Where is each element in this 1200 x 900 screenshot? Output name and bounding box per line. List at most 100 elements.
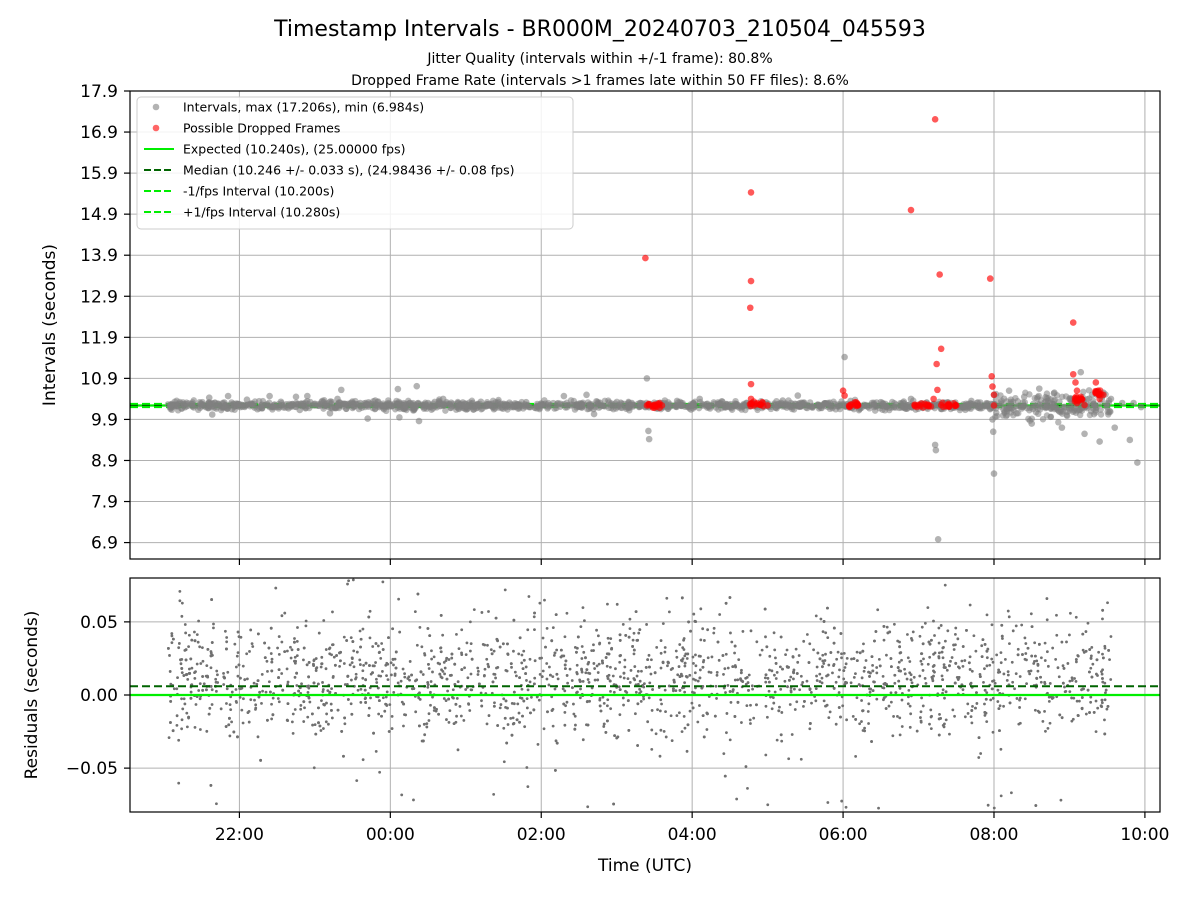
residual-point: [832, 641, 836, 645]
residual-point: [894, 691, 898, 695]
residual-point: [676, 673, 680, 677]
residual-point: [1060, 716, 1064, 720]
residual-point: [837, 706, 841, 709]
residual-point: [346, 698, 350, 701]
residual-point: [803, 700, 806, 703]
residual-point: [466, 676, 470, 680]
residual-point: [885, 653, 888, 657]
residual-point: [805, 633, 809, 636]
residual-point: [1106, 704, 1110, 708]
residual-point: [749, 703, 752, 707]
residual-point: [1023, 697, 1027, 701]
residual-point: [255, 682, 259, 686]
residual-point: [421, 673, 425, 676]
residual-point: [516, 702, 520, 706]
residual-point: [775, 738, 779, 742]
residual-point: [932, 619, 935, 623]
interval-point: [432, 402, 439, 410]
residual-point: [710, 655, 714, 659]
interval-point: [839, 400, 847, 408]
residual-point: [380, 642, 384, 645]
residual-point: [712, 626, 716, 630]
residual-point: [367, 706, 371, 710]
residual-point: [628, 681, 632, 684]
residual-point: [492, 704, 496, 708]
residual-point: [975, 702, 979, 705]
residual-point: [1030, 654, 1034, 658]
residual-point: [590, 649, 594, 653]
residual-point: [949, 659, 952, 663]
residual-point: [271, 713, 275, 717]
residual-point: [617, 685, 621, 689]
residual-point: [270, 702, 273, 706]
residual-point: [1101, 608, 1105, 612]
residual-point: [403, 713, 406, 717]
residual-point: [616, 735, 620, 739]
residual-point: [450, 656, 454, 660]
residual-point: [545, 662, 549, 665]
residual-point: [427, 719, 431, 722]
residual-point: [186, 677, 190, 681]
bottom-panel-y-ticks: −0.050.000.05: [66, 613, 130, 779]
residual-point: [564, 704, 567, 708]
residual-point: [1106, 601, 1109, 605]
residual-point: [807, 661, 811, 664]
residual-point: [1100, 701, 1104, 705]
interval-point: [1047, 413, 1055, 421]
residual-point: [991, 679, 994, 683]
residual-point: [184, 658, 188, 662]
residual-point: [587, 680, 591, 684]
residual-point: [442, 661, 446, 664]
residual-point: [978, 673, 982, 676]
residual-point: [967, 661, 971, 665]
interval-point: [198, 400, 205, 408]
residual-point: [953, 714, 956, 718]
residual-point: [254, 703, 258, 707]
residual-point: [808, 687, 812, 691]
residual-point: [875, 671, 879, 675]
residual-point: [269, 690, 272, 694]
residual-point: [225, 647, 228, 651]
residual-point: [485, 657, 489, 661]
residual-point: [1089, 666, 1093, 670]
residual-point: [941, 656, 945, 660]
residual-point: [758, 653, 762, 657]
residual-point: [699, 638, 703, 642]
residual-point: [586, 723, 590, 727]
residual-point: [1037, 642, 1041, 646]
residual-point: [723, 774, 727, 778]
residual-point: [277, 700, 281, 704]
residual-point: [693, 671, 697, 675]
residual-point: [480, 699, 483, 703]
interval-point: [1086, 411, 1094, 419]
residual-point: [354, 672, 358, 676]
residual-point: [447, 721, 451, 724]
residual-point: [494, 616, 498, 620]
residual-point: [794, 647, 798, 651]
residual-point: [169, 699, 173, 703]
residual-point: [514, 674, 518, 678]
residual-point: [920, 652, 923, 656]
residual-point: [190, 638, 194, 642]
residual-point: [487, 665, 491, 669]
residual-point: [975, 691, 978, 695]
residual-point: [774, 656, 777, 660]
residual-point: [983, 702, 986, 706]
residual-point: [445, 718, 448, 721]
residual-point: [978, 675, 982, 678]
residual-point: [821, 630, 825, 634]
residual-point: [1101, 652, 1104, 656]
residual-point: [532, 708, 536, 712]
interval-point: [719, 398, 726, 406]
bottom-panel-y-label: Residuals (seconds): [22, 611, 42, 780]
residual-point: [342, 754, 345, 758]
residual-point: [818, 680, 822, 683]
residual-point: [777, 709, 781, 713]
residual-point: [694, 620, 698, 623]
residual-point: [1043, 641, 1047, 645]
residual-point: [886, 631, 890, 635]
residual-point: [1072, 696, 1076, 700]
residual-point: [1089, 654, 1093, 658]
residual-point: [1068, 690, 1072, 694]
residual-point: [685, 749, 689, 753]
